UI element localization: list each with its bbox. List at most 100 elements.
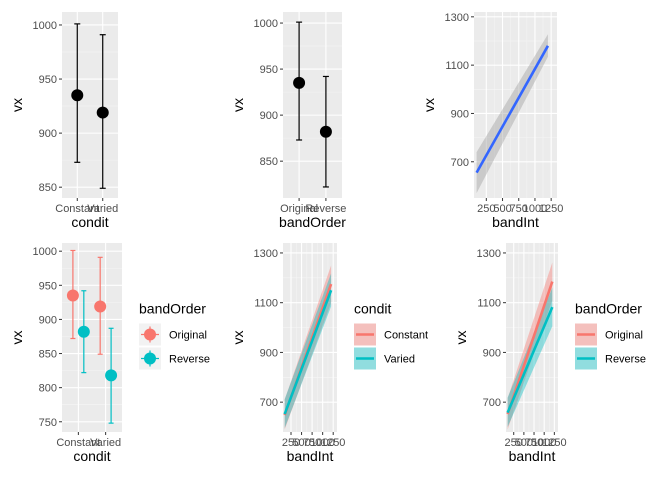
- x-tick-label: Reverse: [305, 203, 346, 215]
- legend-label: Varied: [384, 354, 415, 366]
- panel-background: [283, 12, 342, 198]
- y-tick-label: 800: [39, 383, 57, 395]
- fit-line: [283, 289, 333, 415]
- y-tick-label: 900: [260, 110, 278, 122]
- y-tick-label: 1300: [445, 12, 469, 24]
- y-tick-label: 750: [39, 417, 57, 429]
- y-tick-label: 1100: [445, 60, 469, 72]
- x-tick-label: 1250: [539, 203, 563, 215]
- y-axis-title: vx: [453, 331, 469, 345]
- data-point: [66, 289, 79, 302]
- plot-area: [506, 262, 554, 430]
- legend-key: [139, 347, 161, 370]
- legend-label: Reverse: [169, 354, 210, 366]
- x-tick-label: Varied: [87, 203, 118, 215]
- data-point: [96, 106, 109, 119]
- legend-key: [575, 347, 597, 370]
- y-tick-label: 1000: [33, 246, 57, 258]
- data-point: [319, 125, 332, 138]
- y-tick-label: 850: [260, 156, 278, 168]
- x-axis-title: bandOrder: [279, 214, 346, 230]
- y-tick-label: 900: [39, 128, 57, 140]
- legend-point: [144, 352, 156, 365]
- legend-label: Constant: [384, 330, 428, 342]
- y-tick-label: 1100: [254, 298, 278, 310]
- x-tick-label: 1000: [523, 203, 547, 215]
- legend-label: Original: [169, 330, 207, 342]
- y-tick-label: 950: [39, 74, 57, 86]
- panel-background: [62, 12, 118, 198]
- x-axis-title: bandInt: [287, 448, 334, 464]
- y-tick-label: 850: [39, 182, 57, 194]
- data-point: [77, 325, 90, 338]
- panel-background: [62, 243, 122, 432]
- y-tick-label: 950: [260, 64, 278, 76]
- y-tick-label: 900: [260, 347, 278, 359]
- fit-line: [506, 306, 554, 414]
- x-tick-label: Constant: [56, 437, 100, 449]
- y-tick-label: 700: [483, 397, 501, 409]
- legend-label: Original: [605, 330, 643, 342]
- legend-key: [575, 323, 597, 346]
- fit-line: [475, 45, 550, 174]
- y-tick-label: 1100: [477, 298, 501, 310]
- x-tick-label: 500: [493, 203, 511, 215]
- plot-area: [475, 34, 550, 194]
- data-point: [94, 300, 107, 313]
- x-tick-label: Constant: [55, 203, 99, 215]
- y-tick-label: 950: [39, 280, 57, 292]
- y-tick-label: 700: [260, 397, 278, 409]
- y-tick-label: 900: [39, 314, 57, 326]
- legend: bandOrder Original Reverse: [575, 301, 646, 370]
- legend: bandOrder Original Reverse: [139, 301, 210, 370]
- x-axis-title: condit: [73, 448, 110, 464]
- x-axis-title: bandInt: [509, 448, 556, 464]
- x-tick-label: 1250: [542, 437, 566, 449]
- y-tick-label: 1300: [254, 248, 278, 260]
- legend-title: condit: [354, 301, 391, 317]
- x-axis-title: condit: [71, 214, 108, 230]
- x-tick-label: 250: [505, 437, 523, 449]
- y-tick-label: 1000: [254, 18, 278, 30]
- legend-point: [144, 328, 156, 341]
- x-tick-label: 750: [525, 437, 543, 449]
- y-tick-label: 900: [483, 347, 501, 359]
- legend-key: [354, 323, 376, 346]
- x-tick-label: 250: [282, 437, 300, 449]
- y-tick-label: 700: [451, 157, 469, 169]
- x-tick-label: 250: [477, 203, 495, 215]
- y-axis-title: vx: [230, 331, 246, 345]
- y-tick-label: 850: [39, 349, 57, 361]
- confidence-band: [476, 34, 548, 194]
- x-axis-title: bandInt: [492, 214, 539, 230]
- legend-title: bandOrder: [139, 301, 206, 317]
- x-tick-label: 1250: [321, 437, 345, 449]
- legend: condit Constant Varied: [354, 301, 428, 370]
- x-tick-label: 750: [510, 203, 528, 215]
- legend-key: [354, 347, 376, 370]
- data-point: [105, 369, 118, 382]
- x-tick-label: 750: [303, 437, 321, 449]
- y-axis-title: vx: [421, 98, 437, 112]
- y-axis-title: vx: [230, 98, 246, 112]
- legend-key: [139, 323, 161, 346]
- plot-area: [283, 265, 333, 430]
- x-tick-label: Varied: [90, 437, 121, 449]
- x-tick-label: 500: [292, 437, 310, 449]
- x-tick-label: 1000: [532, 437, 556, 449]
- x-tick-label: 1000: [310, 437, 334, 449]
- data-point: [71, 89, 84, 102]
- y-tick-label: 1000: [33, 20, 57, 32]
- data-point: [293, 76, 306, 89]
- y-tick-label: 1300: [477, 248, 501, 260]
- legend-title: bandOrder: [575, 301, 642, 317]
- x-tick-label: 500: [515, 437, 533, 449]
- y-axis-title: vx: [9, 331, 25, 345]
- legend-label: Reverse: [605, 354, 646, 366]
